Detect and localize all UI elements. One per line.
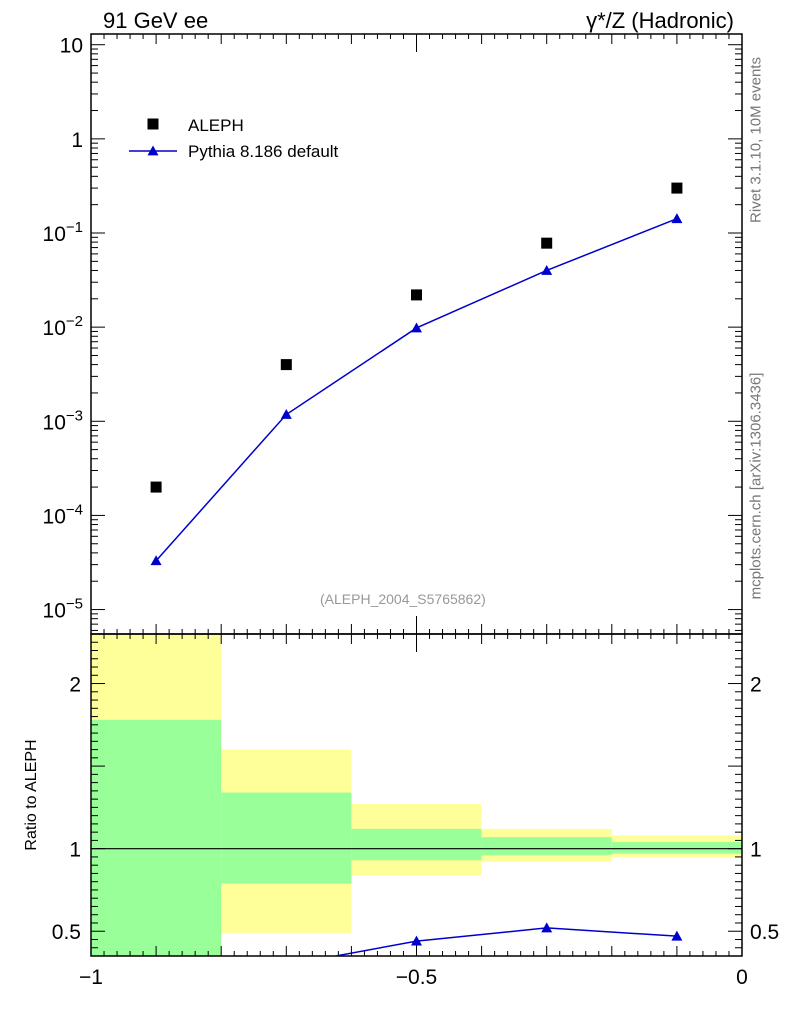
mc-point-0 [150, 555, 162, 566]
side-text-source: mcplots.cern.ch [arXiv:1306.3436] [747, 372, 765, 600]
ratio-point-2 [411, 935, 422, 946]
y-tick-label--4: 10−4 [43, 501, 83, 528]
ratio-band-inner-4 [611, 842, 742, 854]
ratio-band-inner-2 [351, 828, 482, 861]
data-point-4 [671, 182, 683, 194]
data-point-1 [280, 359, 292, 371]
mc-point-3 [541, 264, 553, 275]
ratio-point-4 [671, 930, 683, 941]
mc-line [155, 217, 678, 562]
ratio-band-inner-3 [481, 837, 612, 856]
y-tick-label--2: 10−2 [43, 313, 83, 340]
data-point-0 [150, 481, 162, 493]
data-point-2 [411, 289, 422, 301]
data-point-3 [541, 237, 553, 249]
ratio-band-inner-0 [91, 719, 222, 956]
mc-point-4 [671, 213, 683, 224]
ratio-series [331, 922, 683, 956]
header-left-label: 91 GeV ee [103, 8, 209, 33]
data-series [150, 182, 683, 956]
ratio-y-tick-label-2: 2 [69, 674, 81, 697]
ratio-y-tick-label-right-1: 1 [750, 839, 762, 862]
y-tick-label--3: 10−3 [43, 407, 83, 434]
y-tick-label-1: 10 [60, 35, 83, 58]
y-tick-label-0: 1 [71, 129, 83, 152]
ratio-band-inner-1 [221, 792, 352, 884]
y-tick-label--1: 10−1 [43, 219, 83, 246]
legend-marker-data [147, 118, 159, 130]
ratio-y-tick-label-right-2: 2 [750, 674, 762, 697]
legend-label-data: ALEPH [188, 116, 244, 135]
side-text-rivet: Rivet 3.1.10, 10M events [747, 57, 765, 223]
ratio-point-3 [541, 922, 553, 933]
ratio-y-tick-label-right-0: 0.5 [750, 921, 779, 944]
header-right-label: γ*/Z (Hadronic) [586, 8, 734, 33]
legend: ALEPH Pythia 8.186 default [129, 116, 339, 161]
ratio-y-tick-label-1: 1 [69, 839, 81, 862]
mc-point-2 [411, 322, 422, 333]
y-tick-label--5: 10−5 [43, 596, 83, 623]
x-tick-label-1: −0.5 [396, 966, 437, 989]
analysis-watermark: (ALEPH_2004_S5765862) [320, 591, 486, 607]
x-tick-label-0: −1 [79, 966, 103, 989]
legend-label-mc: Pythia 8.186 default [188, 142, 339, 161]
ratio-axis-title: Ratio to ALEPH [23, 739, 40, 850]
mc-point-1 [280, 409, 292, 419]
x-tick-label-2: 0 [736, 966, 748, 989]
ratio-bands [91, 634, 742, 956]
ratio-y-tick-label-0: 0.5 [52, 921, 81, 944]
legend-marker-mc [147, 145, 159, 156]
